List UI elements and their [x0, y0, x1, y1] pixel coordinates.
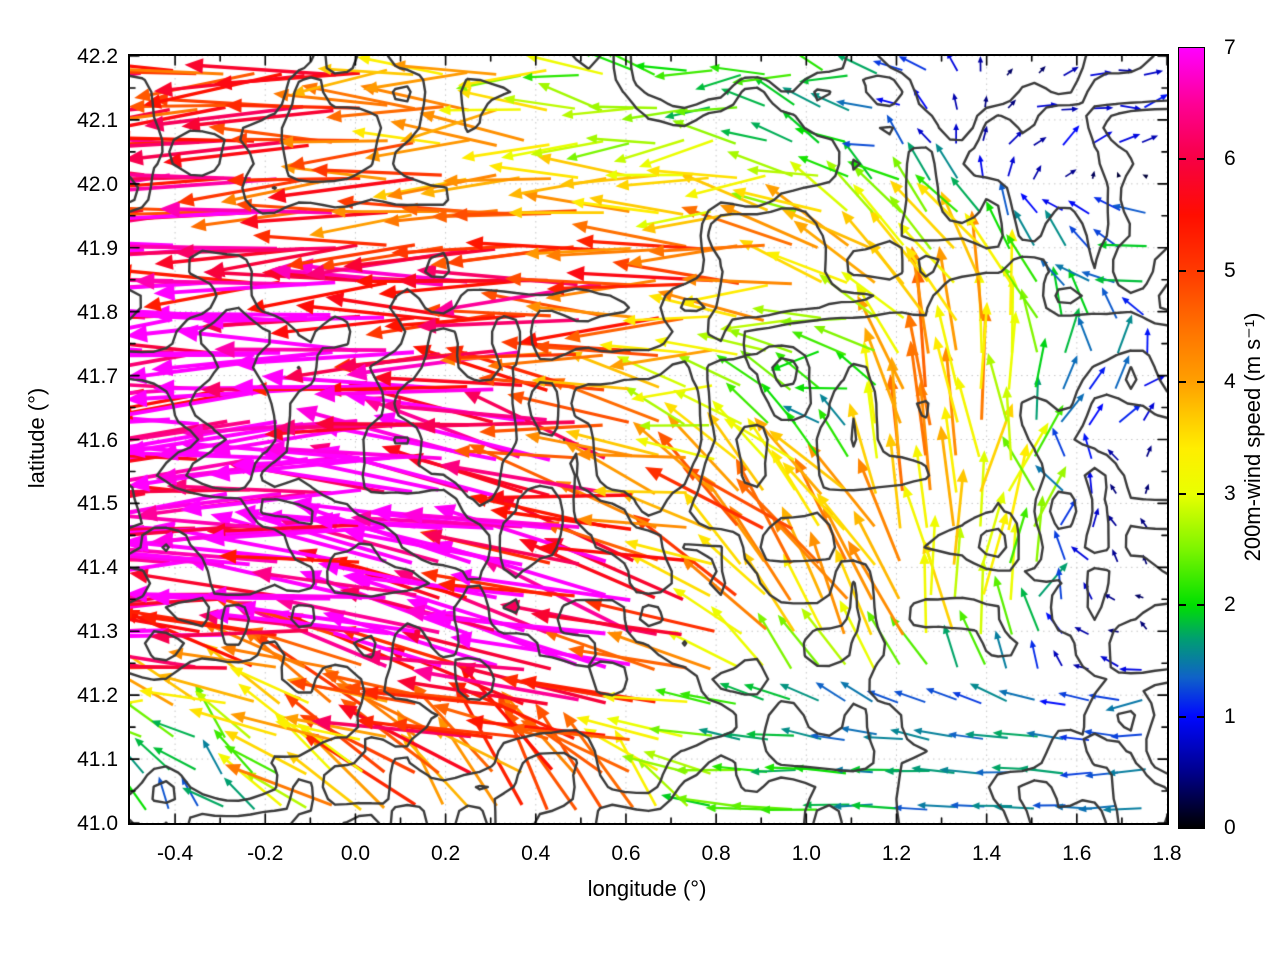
y-tick-label: 41.1 [77, 748, 118, 772]
x-tick-label: 0.0 [340, 842, 371, 865]
colorbar-tick-mark [1197, 158, 1204, 161]
colorbar-tick-mark [1179, 381, 1186, 384]
colorbar-gradient [1179, 48, 1204, 828]
x-tick-label: -0.2 [247, 842, 284, 865]
colorbar-tick-mark [1179, 715, 1186, 718]
y-tick-label: 41.9 [77, 236, 118, 260]
x-axis-label: longitude (°) [587, 876, 707, 901]
y-tick-label: 41.3 [77, 620, 118, 644]
colorbar-tick-label: 7 [1224, 36, 1236, 59]
wind-quiver-canvas [130, 56, 1167, 823]
y-tick-label: 41.8 [77, 300, 118, 324]
colorbar-tick-mark [1179, 269, 1186, 272]
x-tick-label: -0.4 [156, 842, 194, 865]
y-tick-label: 42.0 [77, 172, 118, 196]
colorbar-tick-mark [1179, 158, 1186, 161]
y-tick-label: 41.5 [77, 492, 118, 516]
x-tick-label: 0.2 [430, 842, 461, 865]
colorbar [1178, 47, 1205, 829]
plot-area [128, 54, 1169, 825]
colorbar-tick-mark [1197, 604, 1204, 607]
x-tick-label: 0.8 [701, 842, 731, 865]
colorbar-tick-mark [1197, 492, 1204, 495]
colorbar-tick-mark [1197, 269, 1204, 272]
colorbar-tick-label: 6 [1224, 147, 1236, 171]
y-tick-label: 41.7 [77, 364, 118, 388]
colorbar-tick-label: 4 [1224, 370, 1236, 394]
x-tick-label: 1.8 [1152, 842, 1182, 865]
y-axis-label: latitude (°) [24, 387, 49, 489]
colorbar-tick-mark [1179, 492, 1186, 495]
colorbar-tick-label: 0 [1224, 816, 1236, 839]
x-tick-label: 1.0 [791, 842, 821, 865]
colorbar-tick-label: 3 [1224, 481, 1236, 505]
colorbar-tick-mark [1179, 604, 1186, 607]
x-tick-label: 0.4 [521, 842, 551, 865]
x-tick-label: 1.6 [1062, 842, 1092, 865]
y-tick-label: 42.2 [77, 45, 118, 68]
y-tick-label: 41.2 [77, 684, 118, 708]
colorbar-label: 200m-wind speed (m s⁻¹) [1240, 312, 1265, 562]
x-tick-label: 0.6 [611, 842, 641, 865]
y-tick-label: 42.1 [77, 108, 118, 132]
colorbar-tick-label: 1 [1224, 704, 1236, 728]
x-tick-label: 1.4 [972, 842, 1002, 865]
colorbar-tick-mark [1197, 381, 1204, 384]
x-tick-label: 1.2 [881, 842, 912, 865]
colorbar-tick-label: 5 [1224, 258, 1236, 282]
colorbar-tick-label: 2 [1224, 593, 1236, 617]
colorbar-tick-mark [1197, 715, 1204, 718]
y-tick-label: 41.0 [77, 812, 118, 835]
y-tick-label: 41.4 [77, 556, 118, 580]
y-tick-label: 41.6 [77, 428, 118, 452]
